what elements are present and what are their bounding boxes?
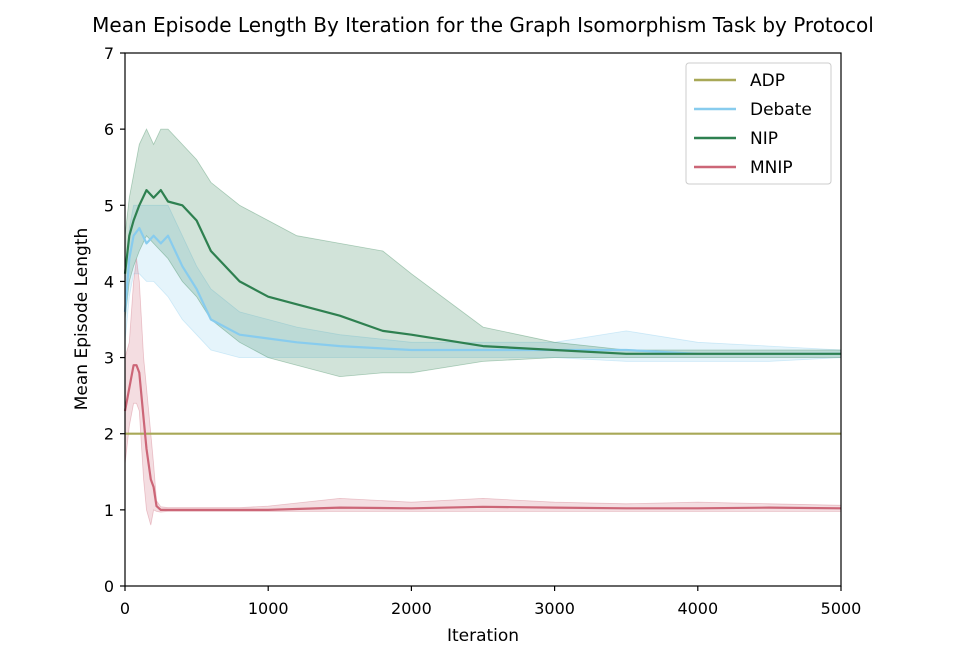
x-axis-label: Iteration (447, 626, 519, 646)
legend-box (685, 62, 832, 185)
x-axis-ticks: 0 1000 2000 3000 4000 5000 (120, 586, 861, 618)
x-tick-label: 5000 (821, 599, 862, 618)
y-tick-label: 6 (104, 120, 114, 139)
legend-label-adp: ADP (750, 71, 785, 91)
plot-frame (124, 52, 842, 587)
y-tick-label: 0 (104, 577, 114, 596)
legend-label-debate: Debate (750, 100, 812, 120)
y-tick-label: 3 (104, 349, 114, 368)
y-tick-label: 4 (104, 272, 114, 291)
chart-title: Mean Episode Length By Iteration for the… (92, 13, 874, 37)
x-tick-label: 3000 (534, 599, 575, 618)
series-line-debate (123, 227, 841, 355)
x-tick-label: 0 (120, 599, 130, 618)
x-tick-label: 2000 (391, 599, 432, 618)
y-tick-label: 1 (104, 501, 114, 520)
y-tick-label: 2 (104, 425, 114, 444)
y-axis-label: Mean Episode Length (72, 228, 92, 411)
x-tick-label: 1000 (248, 599, 289, 618)
series-line-mnip (123, 364, 842, 511)
y-axis-ticks: 0 1 2 3 4 5 6 7 (104, 44, 125, 596)
series-line-nip (123, 189, 841, 355)
y-tick-label: 5 (104, 196, 114, 215)
confidence-bands (124, 128, 842, 526)
series-lines (123, 189, 842, 511)
legend-label-nip: NIP (750, 129, 778, 149)
legend-label-mnip: MNIP (750, 158, 793, 178)
legend: ADP Debate NIP MNIP (685, 62, 832, 185)
y-tick-label: 7 (104, 44, 114, 63)
x-tick-label: 4000 (677, 599, 718, 618)
